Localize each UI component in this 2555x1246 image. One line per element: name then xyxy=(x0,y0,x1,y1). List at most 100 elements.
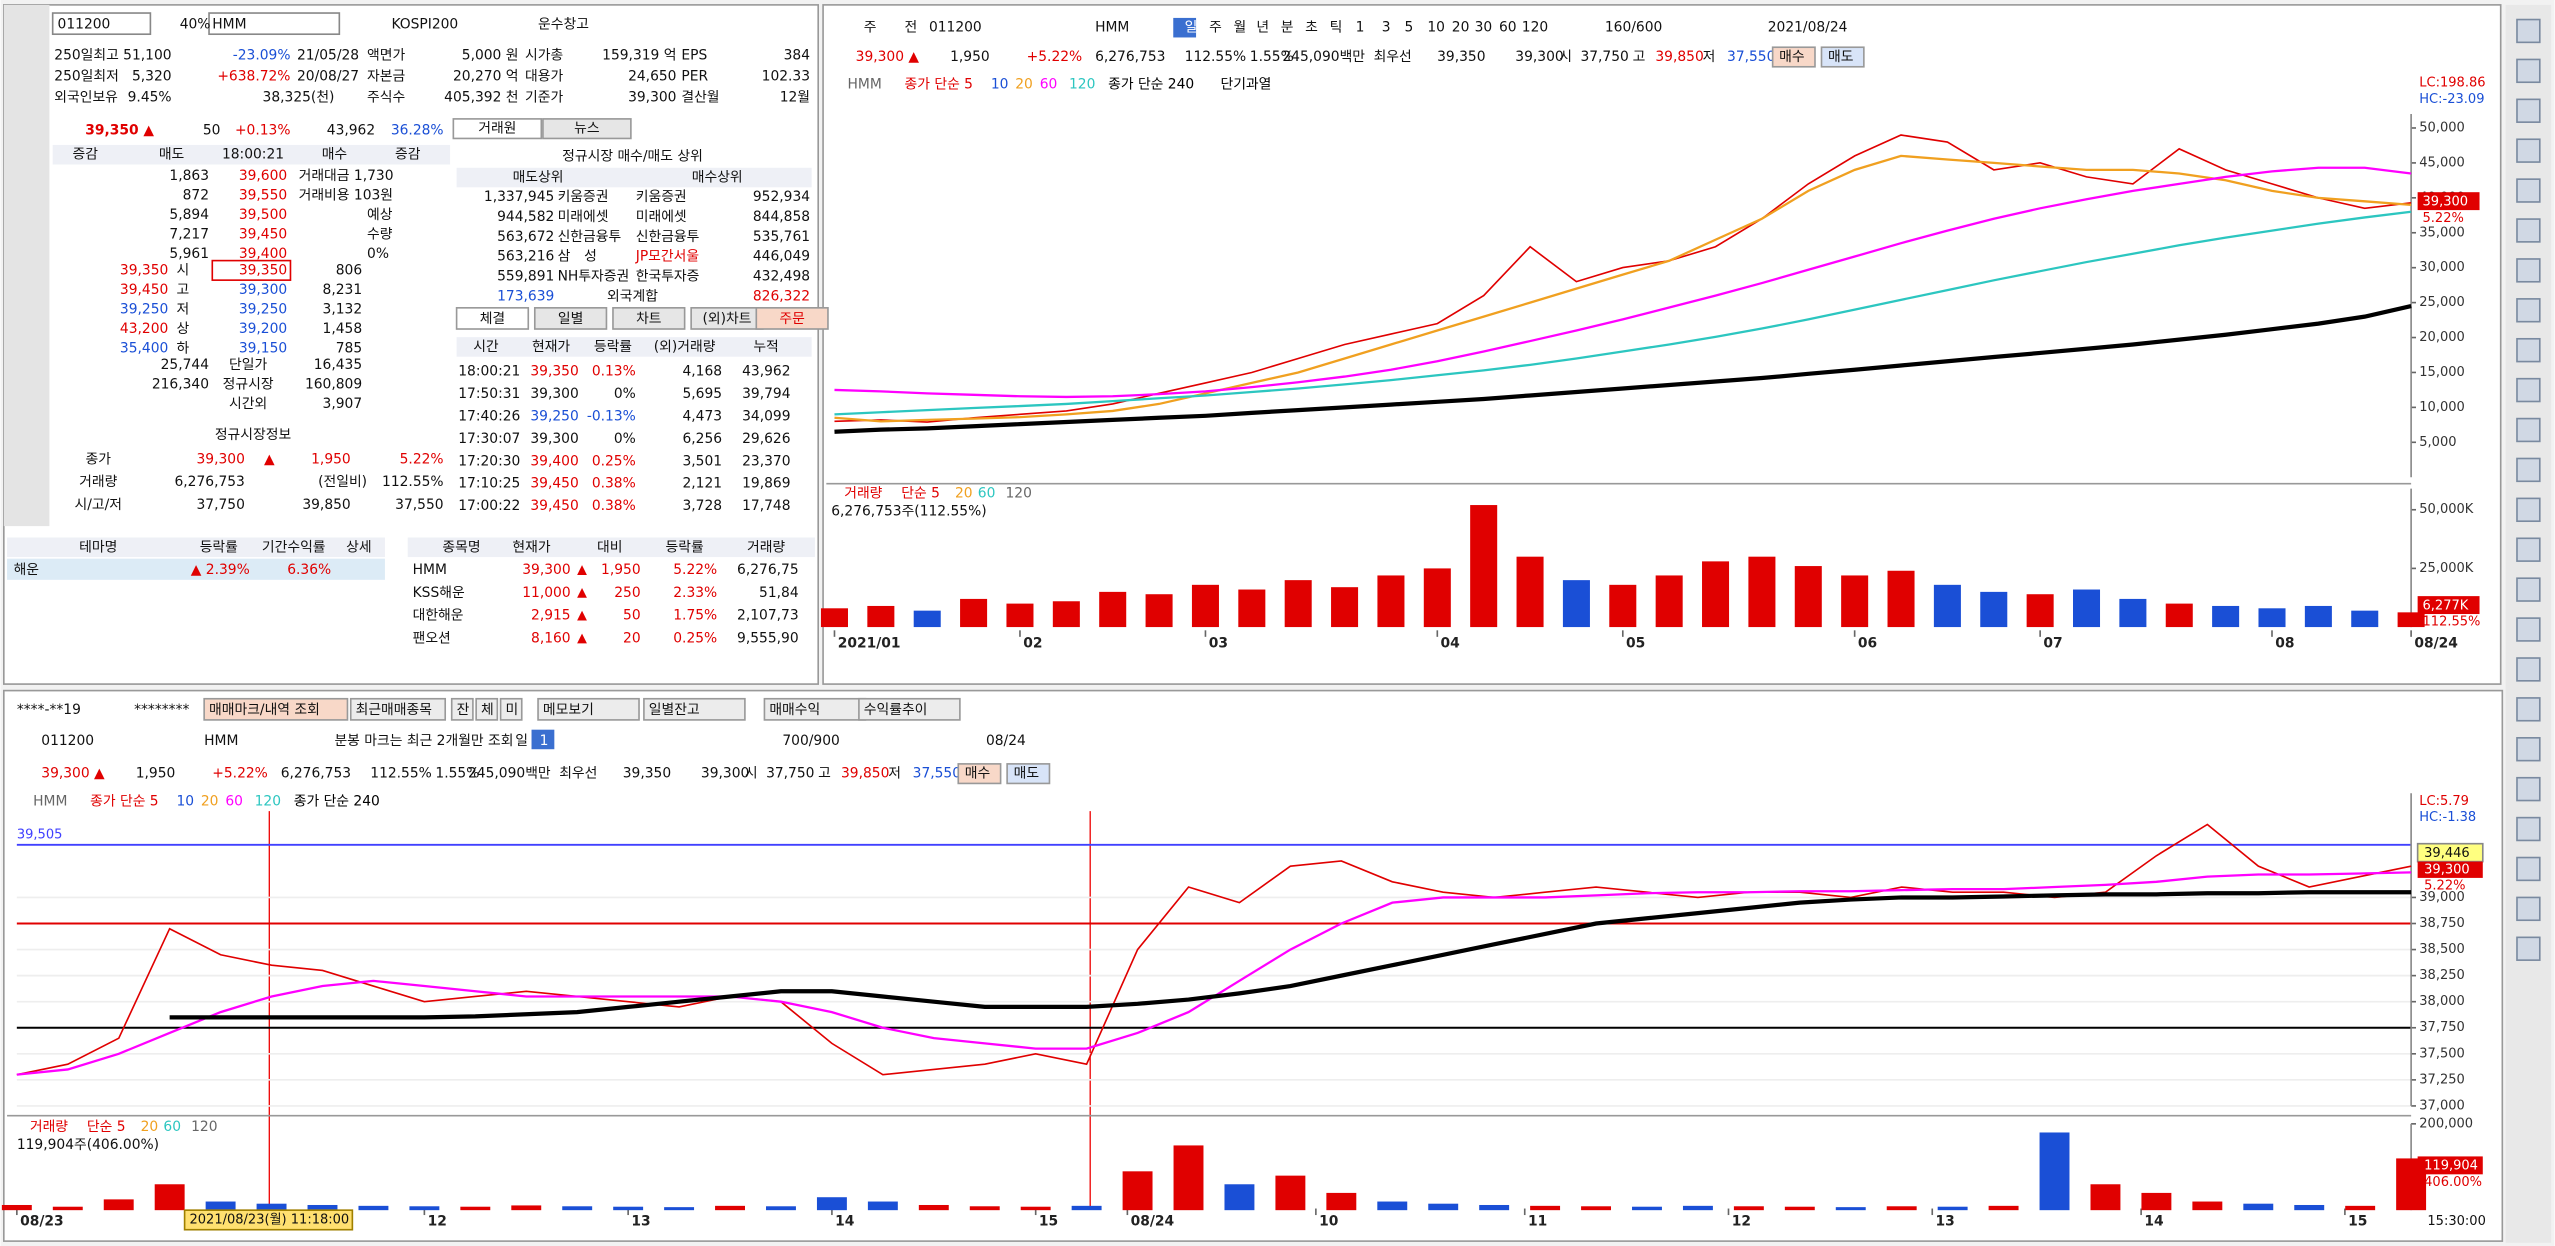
tool-icon[interactable] xyxy=(2516,298,2541,323)
label[interactable]: 거래원 xyxy=(478,121,516,137)
label: 37,550 xyxy=(913,766,961,782)
tool-icon[interactable] xyxy=(2516,58,2541,84)
toolbar-item[interactable]: 1 xyxy=(1356,20,1365,36)
toolbar-item[interactable]: 분 xyxy=(1281,20,1294,36)
toolbar-item[interactable]: HMM xyxy=(1095,20,1129,36)
label: 0.13% xyxy=(592,363,636,379)
label: 기간수익률 xyxy=(262,539,326,555)
tool-icon[interactable] xyxy=(2516,936,2541,961)
volume-bar xyxy=(960,598,988,628)
label: 18:00:21 xyxy=(222,147,284,163)
label[interactable]: 분봉 마크는 최근 2개월만 조회 xyxy=(334,733,513,749)
toolbar-item[interactable]: 120 xyxy=(1522,20,1548,36)
toolbar-item[interactable]: 초 xyxy=(1305,20,1318,36)
label: 806 xyxy=(336,262,362,278)
toolbar-item[interactable]: 일 xyxy=(1185,20,1198,36)
label[interactable]: 1 xyxy=(540,733,549,749)
legend-entry: 거래량 xyxy=(30,1119,68,1135)
label[interactable]: 매수 xyxy=(965,766,990,782)
label[interactable]: 매도 xyxy=(1014,766,1040,782)
label[interactable]: 체결 xyxy=(480,311,505,327)
label[interactable]: 700/900 xyxy=(782,733,839,749)
toolbar-item[interactable]: 011200 xyxy=(929,20,982,36)
label[interactable]: 일별 xyxy=(558,311,583,327)
tool-icon[interactable] xyxy=(2516,816,2541,842)
label: 173,639 xyxy=(497,288,554,304)
label: 535,761 xyxy=(753,229,810,245)
label: 39,850 xyxy=(302,497,350,513)
toolbar-item[interactable]: 20 xyxy=(1452,20,1470,36)
info-cell: 20/08/27 xyxy=(297,69,359,85)
toolbar-item[interactable]: 2021/08/24 xyxy=(1768,20,1848,36)
toolbar-item[interactable]: 전 xyxy=(905,20,918,36)
tool-icon[interactable] xyxy=(2516,218,2541,243)
label[interactable]: 미 xyxy=(505,702,518,718)
label[interactable]: (외)차트 xyxy=(702,311,751,327)
tool-icon[interactable] xyxy=(2516,737,2541,762)
toolbar-item[interactable]: 160/600 xyxy=(1605,20,1662,36)
label[interactable]: 수익률추이 xyxy=(864,702,928,718)
x-tick-label: 08 xyxy=(2275,635,2294,651)
label[interactable]: 최근매매종목 xyxy=(356,702,432,718)
toolbar-item[interactable]: 30 xyxy=(1475,20,1493,36)
tool-icon[interactable] xyxy=(2516,98,2541,123)
tool-icon[interactable] xyxy=(2516,258,2541,283)
toolbar-item[interactable]: 주 xyxy=(864,20,877,36)
tool-icon[interactable] xyxy=(2516,896,2541,922)
toolbar-item[interactable]: 월 xyxy=(1234,20,1247,36)
toolbar-item[interactable]: 5 xyxy=(1405,20,1414,36)
label: 39,250 xyxy=(239,301,287,317)
tool-icon[interactable] xyxy=(2516,417,2541,443)
tool-icon[interactable] xyxy=(2516,138,2541,163)
legend-entry: 120 xyxy=(191,1119,217,1135)
volume-bar xyxy=(867,605,895,628)
y-tick-label: 50,000K xyxy=(2419,502,2474,517)
label[interactable]: 체 xyxy=(481,702,494,718)
tool-icon[interactable] xyxy=(2516,856,2541,882)
tool-icon[interactable] xyxy=(2516,617,2541,642)
label[interactable]: 뉴스 xyxy=(574,121,600,137)
tool-icon[interactable] xyxy=(2516,18,2541,44)
tool-icon[interactable] xyxy=(2516,697,2541,722)
label[interactable]: 주문 xyxy=(779,311,804,327)
tool-icon[interactable] xyxy=(2516,178,2541,203)
label[interactable]: 차트 xyxy=(636,311,662,327)
toolbar-item[interactable]: 주 xyxy=(1209,20,1222,36)
toolbar-item[interactable]: 10 xyxy=(1427,20,1445,36)
table-header xyxy=(456,337,812,357)
tool-icon[interactable] xyxy=(2516,457,2541,483)
tool-icon[interactable] xyxy=(2516,537,2541,562)
x-tick-label: 08/24 xyxy=(1131,1214,1175,1230)
info-cell: 38,325(천) xyxy=(263,90,335,106)
label[interactable]: 일 xyxy=(515,733,528,749)
label: 112.55% xyxy=(2423,615,2481,630)
toolbar-item[interactable]: 3 xyxy=(1382,20,1391,36)
volume-bar xyxy=(2212,605,2240,628)
label: 39,300 xyxy=(2423,194,2469,209)
label[interactable]: 매매마크/내역 조회 xyxy=(209,702,320,718)
tool-icon[interactable] xyxy=(2516,657,2541,682)
label[interactable]: 일별잔고 xyxy=(649,702,700,718)
toolbar-item[interactable]: 60 xyxy=(1499,20,1517,36)
tool-icon[interactable] xyxy=(2516,497,2541,523)
label: 39,300 xyxy=(701,766,749,782)
x-tick-label: 15 xyxy=(1039,1214,1058,1230)
label[interactable]: 매매수익 xyxy=(769,702,820,718)
toolbar-item[interactable]: 틱 xyxy=(1330,20,1343,36)
tab xyxy=(455,307,530,330)
label: 15:30:00 xyxy=(2427,1214,2485,1229)
label[interactable]: 08/24 xyxy=(986,733,1026,749)
volume-bar xyxy=(1238,589,1266,628)
label[interactable]: 매수 xyxy=(1779,49,1804,65)
tool-icon[interactable] xyxy=(2516,776,2541,802)
label[interactable]: HMM xyxy=(204,733,238,749)
tool-icon[interactable] xyxy=(2516,577,2541,602)
toolbar-item[interactable]: 년 xyxy=(1256,20,1269,36)
label[interactable]: 매도 xyxy=(1828,49,1854,65)
tool-icon[interactable] xyxy=(2516,337,2541,363)
tool-icon[interactable] xyxy=(2516,377,2541,403)
label[interactable]: 메모보기 xyxy=(543,702,594,718)
label[interactable]: 잔 xyxy=(457,702,470,718)
label[interactable]: 011200 xyxy=(41,733,94,749)
label: 112.55% xyxy=(370,766,432,782)
